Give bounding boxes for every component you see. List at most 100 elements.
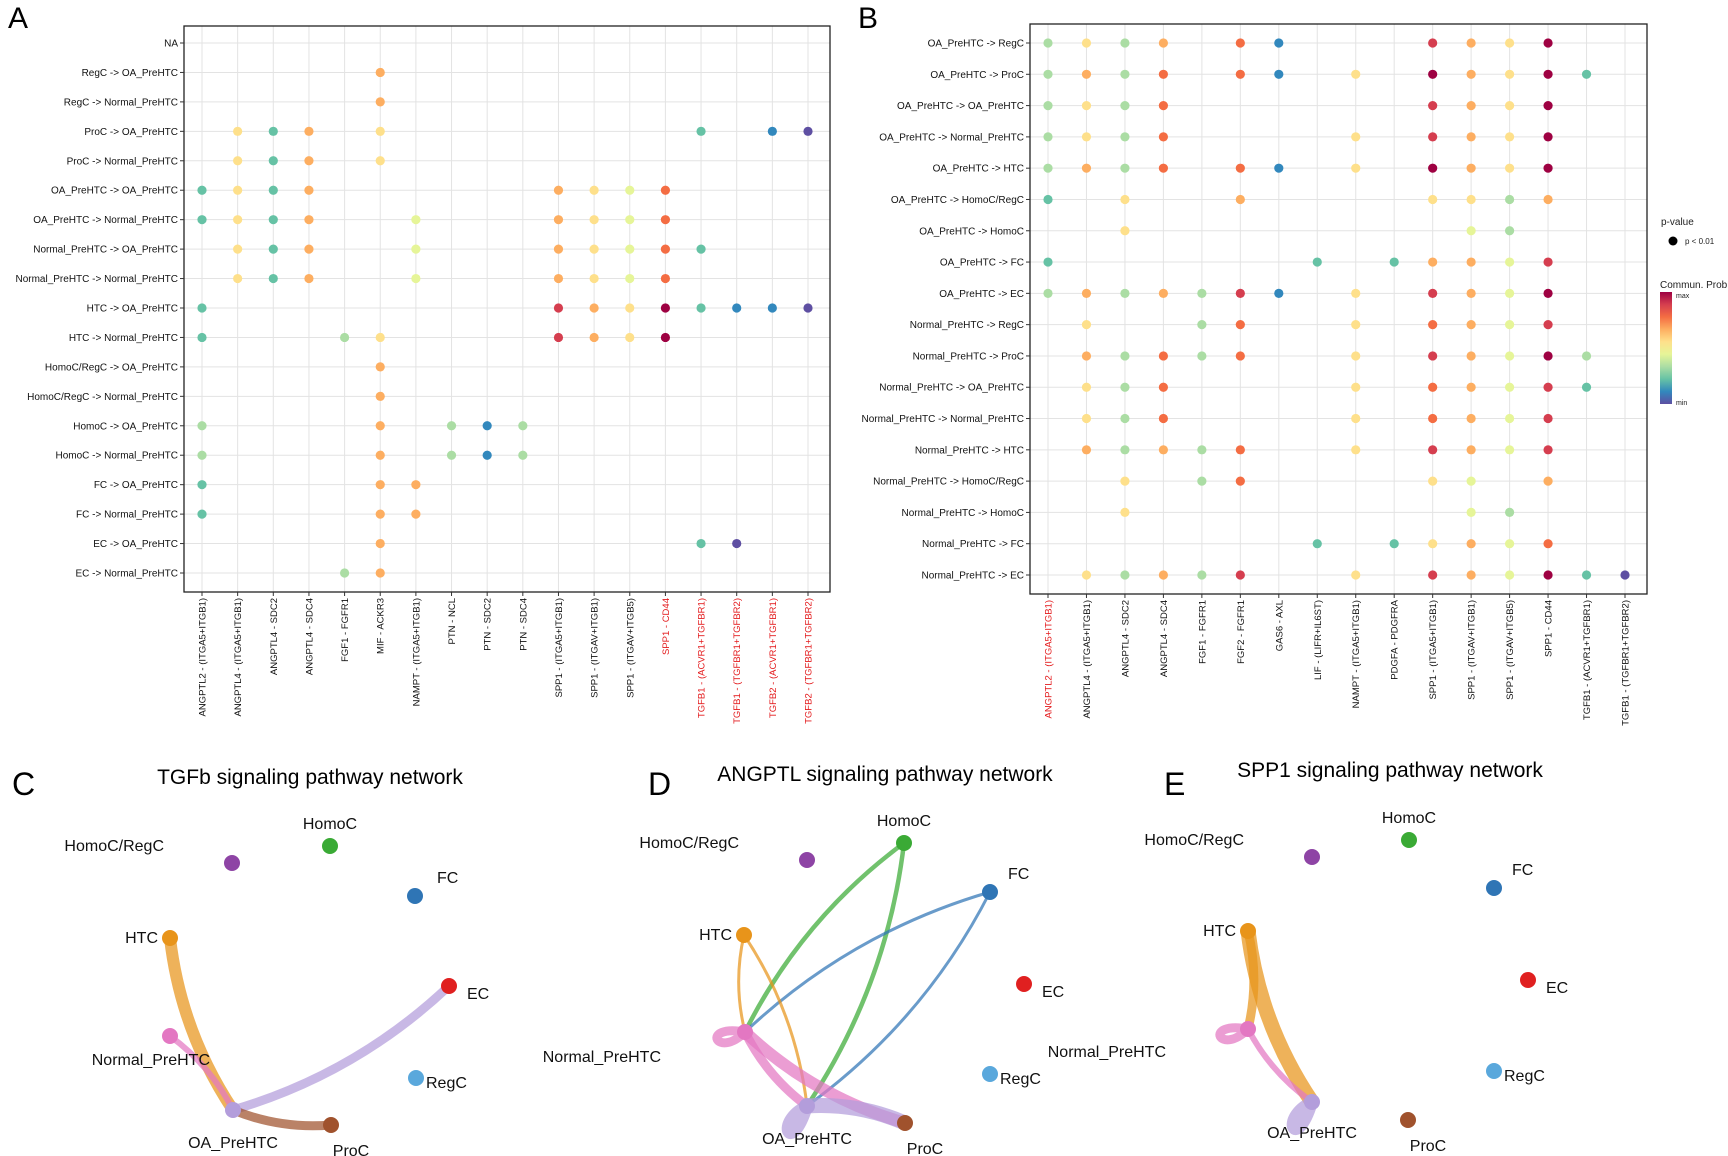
network-node	[1520, 972, 1536, 988]
dot	[1466, 507, 1476, 518]
dot	[1235, 69, 1245, 79]
column-label: SPP1 - (ITGAV+ITGB5)	[625, 598, 636, 698]
panel-letter-d: D	[648, 766, 671, 802]
dot	[553, 244, 564, 254]
panel-a-dots	[197, 67, 813, 578]
column-label: FGF2 - FGFR1	[1236, 600, 1247, 664]
network-node	[1304, 849, 1320, 865]
dot	[696, 244, 706, 254]
dot	[1543, 382, 1553, 392]
dot	[268, 156, 278, 166]
dot	[304, 126, 314, 136]
panel-letter-c: C	[12, 766, 35, 802]
dot	[1581, 69, 1592, 79]
row-label: OA_PreHTC -> ProC	[930, 70, 1024, 81]
panel-c-graph: HomoC/RegC HomoC FC HTC EC Normal_PreHTC RegC O…	[64, 816, 489, 1156]
network-node	[1400, 1112, 1416, 1128]
dot	[304, 156, 314, 166]
legend-colorbar	[1660, 292, 1672, 404]
dot	[1543, 257, 1553, 267]
dot	[1235, 194, 1245, 205]
network-node-label: Normal_PreHTC	[543, 1049, 661, 1066]
dot	[1428, 69, 1438, 79]
dot	[233, 185, 243, 195]
dot	[1043, 38, 1053, 48]
dot	[197, 480, 207, 490]
dot	[1081, 445, 1092, 455]
dot	[1428, 570, 1438, 580]
network-node-label: EC	[467, 986, 489, 1003]
dot	[1466, 69, 1476, 79]
dot	[1466, 445, 1476, 455]
network-edge	[781, 1100, 813, 1139]
network-node	[982, 884, 998, 900]
network-node-label: HomoC/RegC	[64, 838, 164, 855]
dot	[375, 391, 385, 401]
row-label: HomoC -> Normal_PreHTC	[55, 451, 178, 462]
dot	[1158, 38, 1168, 48]
dot	[1120, 351, 1130, 361]
column-label: PTN - SDC4	[518, 598, 529, 651]
dot	[1543, 476, 1553, 486]
dot	[1351, 413, 1361, 424]
dot	[1505, 351, 1515, 361]
dot	[1505, 38, 1515, 48]
column-label: ANGPTL4 - SDC2	[1120, 600, 1131, 677]
dot	[1081, 132, 1092, 142]
dot	[1235, 476, 1245, 486]
dot	[1543, 320, 1553, 330]
column-label: SPP1 - (ITGAV+ITGB1)	[1467, 600, 1478, 700]
row-label: OA_PreHTC -> OA_PreHTC	[897, 101, 1024, 112]
dot	[1043, 288, 1053, 298]
dot	[1505, 288, 1515, 298]
row-label: Normal_PreHTC -> Normal_PreHTC	[861, 414, 1024, 425]
network-node-label: RegC	[426, 1075, 467, 1092]
dot	[1235, 163, 1245, 173]
dot	[1235, 288, 1245, 298]
network-node-label: HomoC	[303, 816, 357, 833]
row-label: EC -> OA_PreHTC	[93, 539, 178, 550]
dot	[1120, 570, 1130, 580]
dot	[1466, 320, 1476, 330]
network-edge	[740, 1027, 812, 1111]
network-edges	[1215, 923, 1320, 1135]
dot	[1120, 69, 1130, 79]
dot	[375, 538, 385, 549]
dot	[660, 185, 671, 195]
network-node	[162, 1028, 178, 1044]
dot	[1120, 194, 1130, 205]
dot	[1351, 320, 1361, 330]
network-edge	[228, 1105, 336, 1131]
dot	[1158, 100, 1168, 111]
dot	[375, 156, 385, 166]
dot	[1274, 38, 1284, 48]
column-label: PTN - NCL	[447, 598, 458, 644]
row-label: Normal_PreHTC -> HTC	[915, 445, 1024, 456]
column-label: FGF1 - FGFR1	[1197, 600, 1208, 664]
dot	[1043, 257, 1053, 267]
dot	[1543, 445, 1553, 455]
network-node-label: HomoC	[1382, 810, 1436, 827]
network-node-label: HomoC/RegC	[639, 835, 739, 852]
row-label: OA_PreHTC -> HomoC/RegC	[891, 195, 1024, 206]
network-node	[897, 1115, 913, 1131]
dot	[1466, 194, 1476, 205]
dot	[1428, 413, 1438, 424]
row-label: Normal_PreHTC -> RegC	[910, 320, 1024, 331]
dot	[1197, 445, 1207, 455]
colorbar-rect	[1660, 292, 1672, 404]
dot	[1505, 570, 1515, 580]
network-node	[1240, 923, 1256, 939]
dot	[1235, 351, 1245, 361]
dot	[696, 538, 706, 549]
row-label: RegC -> Normal_PreHTC	[64, 97, 178, 108]
dot	[1466, 132, 1476, 142]
network-edge	[804, 840, 907, 1109]
panel-d-graph: HomoC/RegC HomoC FC HTC EC Normal_PreHTC RegC O…	[543, 813, 1064, 1156]
dot	[1158, 570, 1168, 580]
column-label: LIF - (LIFR+IL6ST)	[1313, 600, 1324, 680]
dot	[1235, 38, 1245, 48]
dot	[660, 273, 671, 284]
dot	[1351, 445, 1361, 455]
row-label: Normal_PreHTC -> OA_PreHTC	[879, 383, 1024, 394]
